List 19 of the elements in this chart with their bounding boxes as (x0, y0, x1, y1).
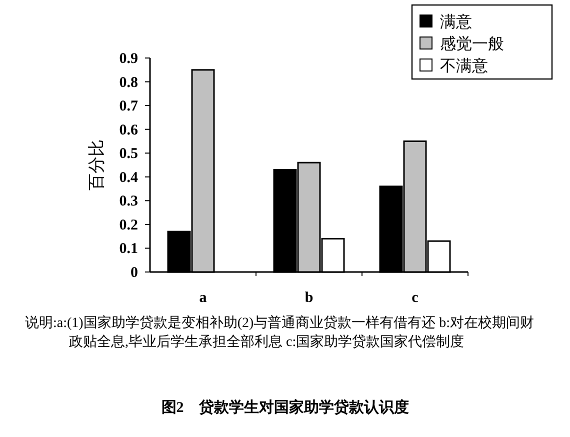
x-tick-label: c (412, 290, 419, 306)
y-tick-label: 0.2 (119, 217, 138, 234)
x-tick-label: a (199, 290, 208, 306)
y-tick-label: 0.5 (119, 146, 138, 162)
x-tick-label: b (304, 290, 314, 306)
y-tick-label: 0.1 (119, 241, 138, 258)
y-tick-label: 0.9 (119, 51, 138, 67)
y-tick-label: 0.4 (119, 170, 138, 186)
y-tick-label: 0.7 (119, 98, 138, 115)
text: 说明:a:(1)国家助学贷款是变相补助(2)与普通商业贷款一样有借有还 b:对在校期间财政贴全息,毕业后学生承担全部利息 c:国家助学贷款国家代偿制度 (25, 314, 536, 352)
y-tick-label: 0.3 (119, 194, 138, 210)
text: 图2 贷款学生对国家助学贷款认识度 (160, 398, 410, 417)
y-tick-label: 0.6 (119, 122, 138, 138)
legend-label: 不满意 (440, 57, 488, 75)
legend-label: 感觉一般 (440, 35, 504, 53)
y-tick-label: 0.8 (119, 74, 138, 91)
y-tick-label: 0 (130, 265, 138, 281)
legend-label: 满意 (440, 13, 472, 31)
y-axis-title: 百分比 (87, 140, 106, 190)
